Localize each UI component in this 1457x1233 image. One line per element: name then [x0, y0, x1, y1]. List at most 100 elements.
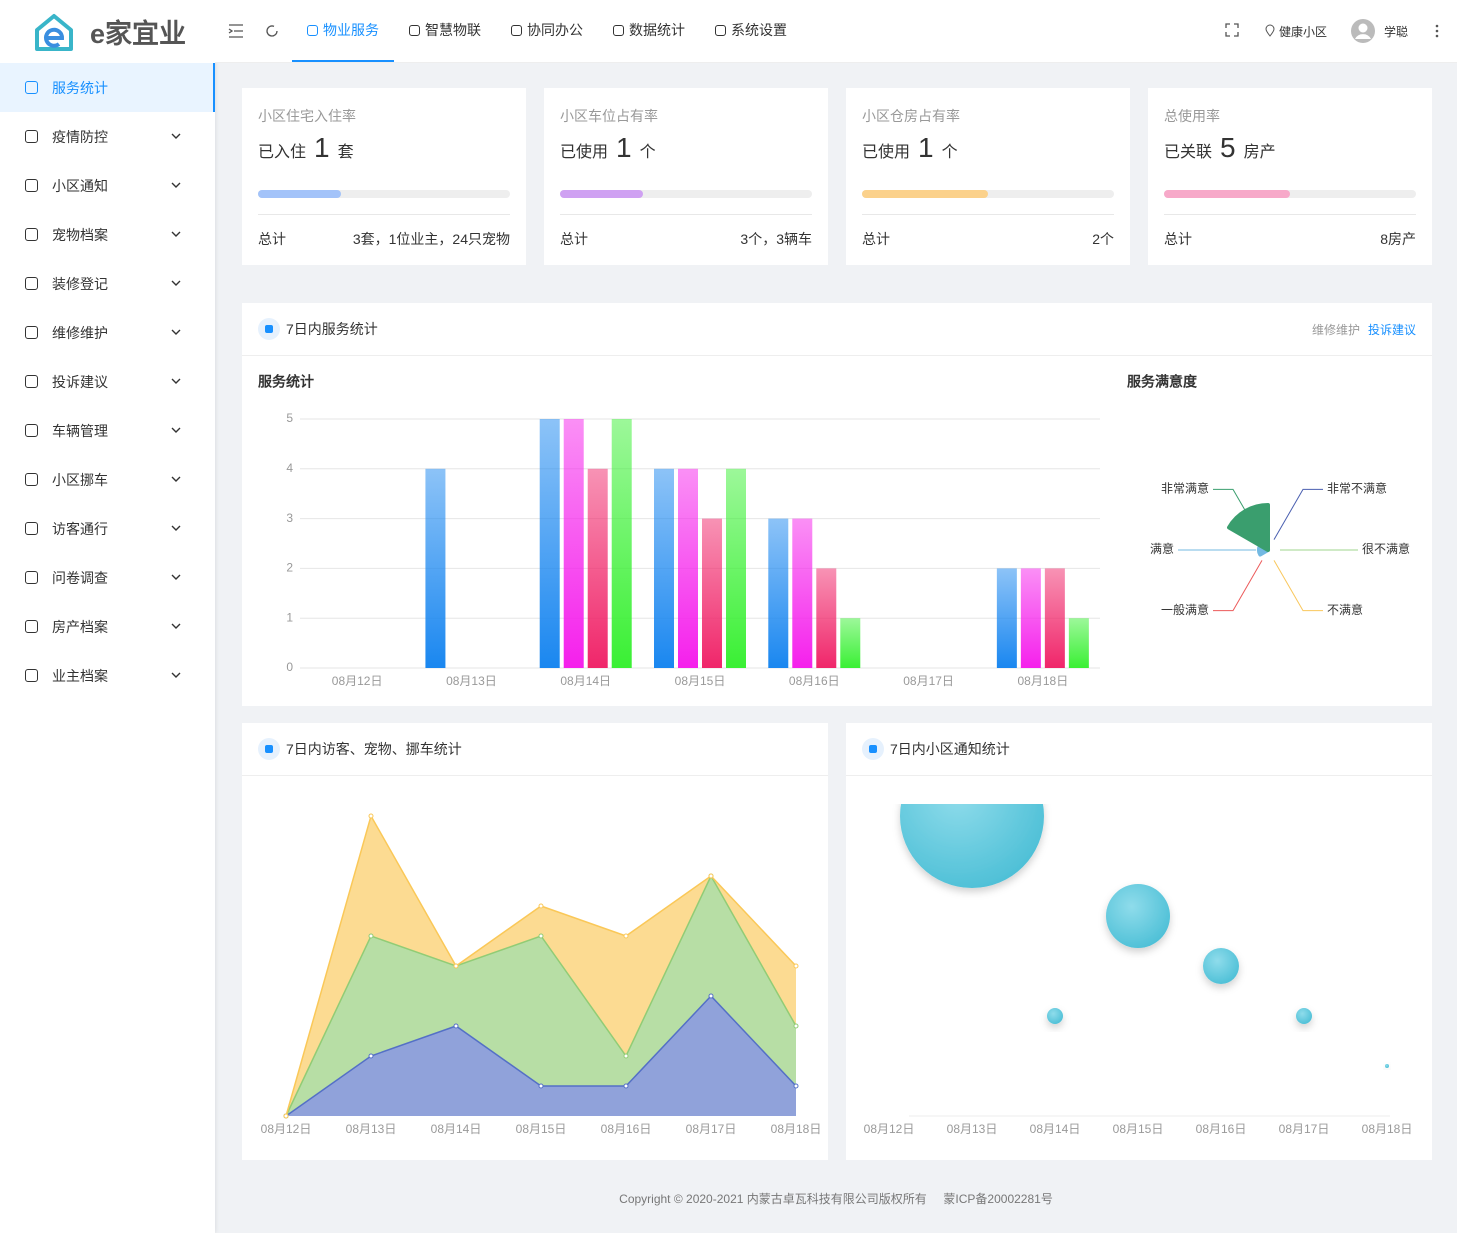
chevron [171, 476, 181, 482]
menu-icon [25, 179, 38, 192]
sidebar-item[interactable]: 服务统计 [0, 63, 215, 112]
menu-label: 问卷调查 [52, 569, 108, 586]
total-value: 3套，1位业主，24只宠物 [352, 231, 510, 247]
bar [702, 518, 722, 668]
point [368, 813, 374, 819]
menu-label: 房产档案 [52, 618, 108, 635]
sidebar-item[interactable]: 车辆管理 [0, 406, 215, 455]
card-title: 小区住宅入住率 [258, 108, 356, 124]
progress-fill [1164, 190, 1290, 198]
sidebar-item[interactable]: 维修维护 [0, 308, 215, 357]
x-tick-label: 08月17日 [903, 674, 954, 688]
user-name[interactable]: 学聪 [1384, 25, 1409, 39]
total-value: 8房产 [1380, 231, 1416, 247]
progress-track [862, 190, 1114, 198]
sidebar-item[interactable]: 访客通行 [0, 504, 215, 553]
menu-icon [25, 375, 38, 388]
divider [258, 214, 510, 215]
tab-label: 物业服务 [323, 22, 379, 38]
nav-tab[interactable]: 数据统计 [598, 0, 700, 62]
more[interactable] [1435, 24, 1439, 38]
point [538, 1083, 544, 1089]
point [793, 1083, 799, 1089]
icp[interactable]: 蒙ICP备20002281号 [943, 1192, 1053, 1206]
chart-title: 服务满意度 [1127, 374, 1198, 390]
point [623, 933, 629, 939]
sidebar-item[interactable]: 疫情防控 [0, 112, 215, 161]
x-tick-label: 08月17日 [1279, 1122, 1330, 1136]
sidebar-item[interactable]: 装修登记 [0, 259, 215, 308]
panel-link[interactable]: 投诉建议 [1367, 322, 1416, 337]
leader-line [1273, 488, 1323, 540]
stat-card: 小区车位占有率 已使用 1 个总计 3个，3辆车 [544, 88, 828, 265]
bar [840, 618, 861, 668]
stat-card: 小区住宅入住率 已入住 1 套总计 3套，1位业主，24只宠物 [242, 88, 526, 265]
sidebar-item[interactable]: 小区挪车 [0, 455, 215, 504]
point [708, 993, 714, 999]
nav-tab[interactable]: 智慧物联 [394, 0, 496, 62]
progress-fill [862, 190, 988, 198]
sidebar-item[interactable]: 小区通知 [0, 161, 215, 210]
menu-toggle[interactable] [228, 24, 244, 38]
nav-tab[interactable]: 协同办公 [496, 0, 598, 62]
card-value: 1 [616, 132, 632, 163]
pie-label: 不满意 [1327, 602, 1363, 617]
bar [792, 518, 813, 668]
sidebar-item[interactable]: 问卷调查 [0, 553, 215, 602]
menu-icon [25, 522, 38, 535]
bar [816, 568, 837, 668]
sidebar-item[interactable]: 房产档案 [0, 602, 215, 651]
menu-label: 访客通行 [52, 520, 108, 537]
area-fill [286, 876, 796, 1116]
sidebar: e家宜业 服务统计 疫情防控 小区通知 宠物档案 装修登记 维修维护 投诉建议 车辆管理 小区挪… [0, 0, 215, 1233]
card-unit: 房产 [1243, 144, 1276, 161]
menu-icon [25, 620, 38, 633]
rose-segment [1227, 503, 1270, 552]
chevron-line [171, 427, 181, 433]
chevron [171, 672, 181, 678]
menu-label: 小区挪车 [52, 471, 108, 488]
x-tick-label: 08月13日 [446, 674, 497, 688]
sidebar-item[interactable]: 宠物档案 [0, 210, 215, 259]
refresh[interactable] [265, 24, 279, 38]
area-fill [286, 996, 796, 1116]
x-tick-label: 08月18日 [771, 1122, 822, 1136]
community[interactable]: 健康小区 [1279, 25, 1328, 39]
progress-track [258, 190, 510, 198]
bubble [1203, 948, 1239, 984]
card-unit: 个 [941, 144, 958, 161]
chevron [171, 574, 181, 580]
y-tick-label: 1 [286, 610, 293, 624]
pie-label: 非常满意 [1161, 481, 1209, 496]
avatar[interactable] [1351, 19, 1375, 43]
y-tick-label: 0 [286, 660, 293, 674]
x-tick-label: 08月12日 [261, 1122, 312, 1136]
menu-label: 投诉建议 [52, 373, 108, 390]
x-tick-label: 08月16日 [789, 674, 840, 688]
card-prefix: 已关联 [1164, 144, 1213, 161]
sidebar-item[interactable]: 业主档案 [0, 651, 215, 700]
nav-tab[interactable]: 系统设置 [700, 0, 802, 62]
tab-icon [613, 24, 624, 36]
panel-header: 7日内小区通知统计 [846, 723, 1432, 776]
nav-tab[interactable]: 物业服务 [292, 0, 394, 62]
fullscreen[interactable] [1225, 23, 1239, 37]
menu-icon [25, 277, 38, 290]
bar [539, 419, 560, 668]
x-tick-label: 08月14日 [1030, 1122, 1081, 1136]
card-value: 1 [918, 132, 934, 163]
panel-title: 7日内服务统计 [286, 321, 378, 337]
leader-line [1273, 560, 1323, 612]
sidebar-item[interactable]: 投诉建议 [0, 357, 215, 406]
bar [654, 468, 674, 668]
pie-label: 非常不满意 [1327, 481, 1387, 496]
card-unit: 个 [639, 144, 656, 161]
card-prefix: 已使用 [560, 144, 609, 161]
chevron [171, 231, 181, 237]
menu-label: 小区通知 [52, 177, 108, 194]
panel-link[interactable]: 维修维护 [1311, 322, 1360, 337]
y-tick-label: 2 [286, 561, 293, 575]
x-tick-label: 08月15日 [675, 674, 726, 688]
tab-icon [511, 24, 522, 36]
pie-label: 一般满意 [1161, 602, 1209, 617]
